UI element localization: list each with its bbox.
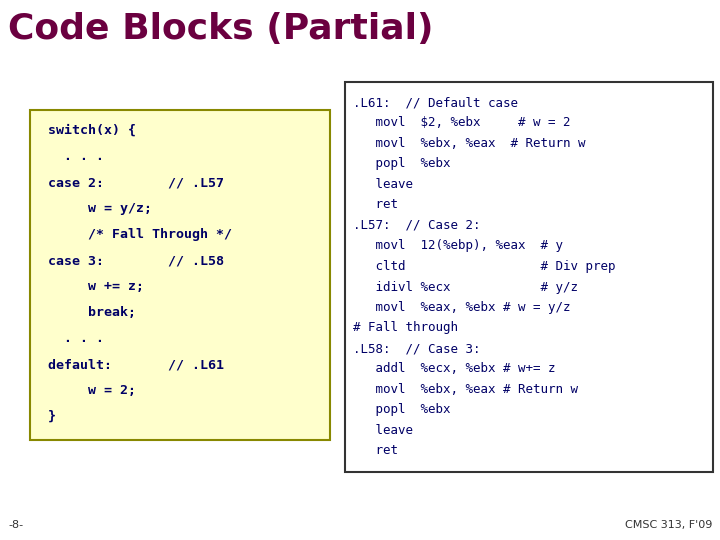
Text: . . .: . . . xyxy=(48,150,104,163)
Text: movl  %ebx, %eax  # Return w: movl %ebx, %eax # Return w xyxy=(353,137,585,150)
Text: idivl %ecx            # y/z: idivl %ecx # y/z xyxy=(353,280,578,294)
Text: addl  %ecx, %ebx # w+= z: addl %ecx, %ebx # w+= z xyxy=(353,362,556,375)
Text: leave: leave xyxy=(353,424,413,437)
Text: case 2:        // .L57: case 2: // .L57 xyxy=(48,176,224,189)
FancyBboxPatch shape xyxy=(30,110,330,440)
Text: leave: leave xyxy=(353,178,413,191)
Text: movl  %ebx, %eax # Return w: movl %ebx, %eax # Return w xyxy=(353,383,578,396)
Text: ret: ret xyxy=(353,444,398,457)
Text: movl  %eax, %ebx # w = y/z: movl %eax, %ebx # w = y/z xyxy=(353,301,570,314)
Text: case 3:        // .L58: case 3: // .L58 xyxy=(48,254,224,267)
Text: }: } xyxy=(48,410,56,423)
Text: ret: ret xyxy=(353,199,398,212)
Text: .L58:  // Case 3:: .L58: // Case 3: xyxy=(353,342,480,355)
Text: /* Fall Through */: /* Fall Through */ xyxy=(48,228,232,241)
Text: . . .: . . . xyxy=(48,332,104,345)
Text: default:       // .L61: default: // .L61 xyxy=(48,358,224,371)
Text: CMSC 313, F'09: CMSC 313, F'09 xyxy=(625,520,712,530)
Text: switch(x) {: switch(x) { xyxy=(48,124,136,137)
Text: movl  $2, %ebx     # w = 2: movl $2, %ebx # w = 2 xyxy=(353,117,570,130)
Text: .L57:  // Case 2:: .L57: // Case 2: xyxy=(353,219,480,232)
Text: movl  12(%ebp), %eax  # y: movl 12(%ebp), %eax # y xyxy=(353,240,563,253)
Text: -8-: -8- xyxy=(8,520,23,530)
Text: cltd                  # Div prep: cltd # Div prep xyxy=(353,260,616,273)
Text: break;: break; xyxy=(48,306,136,319)
FancyBboxPatch shape xyxy=(345,82,713,472)
Text: # Fall through: # Fall through xyxy=(353,321,458,334)
Text: w = y/z;: w = y/z; xyxy=(48,202,152,215)
Text: w += z;: w += z; xyxy=(48,280,144,293)
Text: w = 2;: w = 2; xyxy=(48,384,136,397)
Text: Code Blocks (Partial): Code Blocks (Partial) xyxy=(8,12,433,46)
Text: .L61:  // Default case: .L61: // Default case xyxy=(353,96,518,109)
Text: popl  %ebx: popl %ebx xyxy=(353,158,451,171)
Text: popl  %ebx: popl %ebx xyxy=(353,403,451,416)
